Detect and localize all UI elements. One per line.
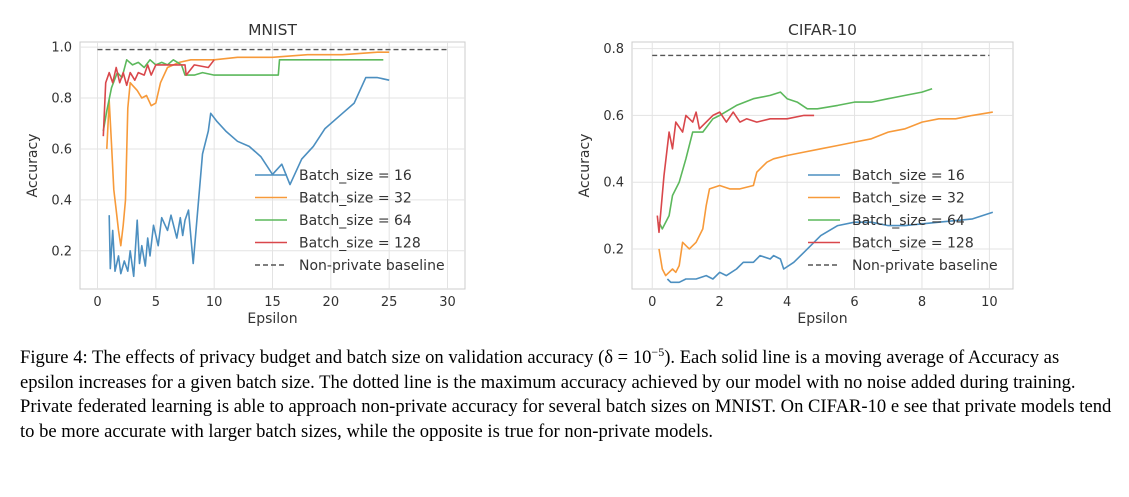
y-tick-label: 0.8 — [51, 92, 72, 107]
x-tick-label: 30 — [439, 295, 456, 310]
legend-label-batch-size-16: Batch_size = 16 — [852, 168, 965, 184]
figure-caption: Figure 4: The effects of privacy budget … — [20, 346, 1115, 444]
x-tick-label: 10 — [981, 295, 998, 310]
x-tick-label: 20 — [323, 295, 340, 310]
legend: Batch_size = 16 Batch_size = 32 Batch_size… — [808, 168, 998, 274]
legend: Batch_size = 16 Batch_size = 32 Batch_size… — [255, 168, 445, 274]
y-axis-label: Accuracy — [577, 134, 593, 198]
legend-label-batch-size-128: Batch_size = 128 — [852, 236, 974, 252]
y-tick-label: 0.2 — [51, 244, 72, 259]
series-line-batch-size-128 — [102, 59, 215, 137]
y-tick-label: 0.4 — [603, 176, 624, 191]
x-tick-label: 6 — [850, 295, 858, 310]
y-tick-label: 0.4 — [51, 193, 72, 208]
legend-label-batch-size-128: Batch_size = 128 — [299, 236, 421, 252]
legend-label-non-private-baseline: Non-private baseline — [299, 258, 445, 274]
series-line-batch-size-64 — [658, 87, 933, 230]
y-tick-label: 0.2 — [603, 242, 624, 257]
y-tick-label: 0.6 — [603, 109, 624, 124]
y-tick-label: 1.0 — [51, 41, 72, 56]
series-line-batch-size-64 — [102, 59, 384, 132]
x-tick-label: 8 — [918, 295, 926, 310]
x-tick-label: 2 — [716, 295, 724, 310]
series-line-batch-size-32 — [106, 51, 390, 247]
figure-canvas: 0 5 10 15 20 25 300.20.40.60.81.0MNISTEpsilonA… — [25, 21, 1014, 327]
caption-prefix: Figure 4: The effects of privacy budget … — [20, 347, 652, 368]
x-tick-label: 15 — [264, 295, 281, 310]
legend-label-batch-size-32: Batch_size = 32 — [299, 191, 412, 207]
series-line-batch-size-32 — [658, 111, 993, 277]
series-line-batch-size-16 — [666, 211, 994, 284]
x-tick-label: 5 — [152, 295, 160, 310]
mnist-chart: 0 5 10 15 20 25 30 0.2 0.4 0.6 0.8 1.0 MNIST Epsilon A… — [25, 21, 466, 327]
x-axis-label: Epsilon — [247, 311, 297, 327]
x-tick-label: 25 — [381, 295, 398, 310]
chart-title: CIFAR-10 — [788, 21, 857, 39]
y-tick-label: 0.8 — [603, 42, 624, 57]
y-axis-label: Accuracy — [25, 134, 41, 198]
x-tick-label: 0 — [648, 295, 656, 310]
cifar10-chart: 0 2 4 6 8 10 0.2 0.4 0.6 0.8 CIFAR-10 Epsilon Accura… — [577, 21, 1014, 327]
y-tick-label: 0.6 — [51, 142, 72, 157]
caption-exponent: −5 — [651, 344, 665, 359]
x-tick-label: 10 — [206, 295, 223, 310]
caption-rest: ). Each solid line is a moving average o… — [20, 347, 1112, 442]
x-axis-label: Epsilon — [797, 311, 847, 327]
chart-title: MNIST — [248, 21, 297, 39]
x-tick-label: 4 — [783, 295, 791, 310]
legend-label-batch-size-64: Batch_size = 64 — [852, 213, 965, 229]
series-line-batch-size-16 — [108, 76, 390, 278]
legend-label-batch-size-64: Batch_size = 64 — [299, 213, 412, 229]
legend-label-batch-size-32: Batch_size = 32 — [852, 191, 965, 207]
legend-label-batch-size-16: Batch_size = 16 — [299, 168, 412, 184]
plot-area — [631, 41, 1014, 290]
legend-label-non-private-baseline: Non-private baseline — [852, 258, 998, 274]
series-line-batch-size-128 — [656, 111, 815, 234]
x-tick-label: 0 — [93, 295, 101, 310]
